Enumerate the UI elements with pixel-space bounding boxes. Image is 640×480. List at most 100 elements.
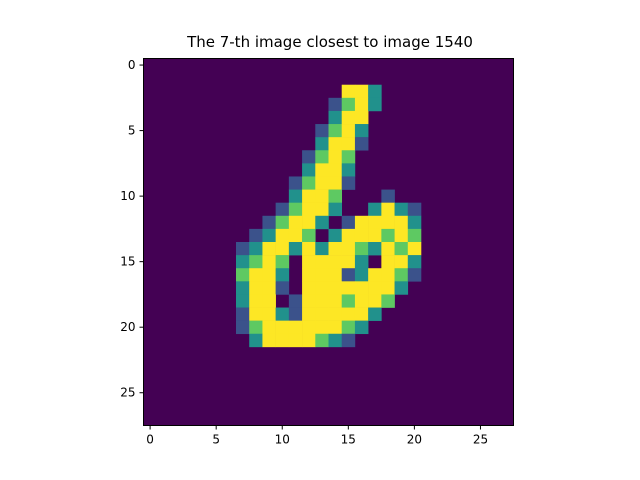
heatmap-cell — [302, 202, 316, 217]
heatmap-cell — [236, 294, 250, 308]
heatmap-cell — [328, 242, 343, 256]
heatmap-cell — [275, 202, 290, 217]
heatmap-cell — [328, 202, 343, 217]
y-tick-label: 15 — [120, 255, 135, 269]
heatmap-cell — [394, 242, 409, 256]
y-tick-label: 10 — [120, 189, 135, 203]
heatmap-cell — [288, 189, 303, 203]
heatmap-cell — [341, 281, 356, 295]
heatmap-cell — [341, 333, 356, 348]
heatmap-cell — [315, 268, 329, 282]
heatmap-cell — [381, 268, 395, 282]
x-tick-label: 25 — [473, 433, 488, 447]
heatmap-cell — [328, 307, 343, 321]
heatmap-cell — [381, 202, 395, 217]
heatmap-cell — [315, 150, 329, 164]
heatmap-cell — [354, 320, 369, 335]
heatmap-cell — [354, 268, 369, 282]
heatmap-cell — [288, 307, 303, 321]
heatmap-cell — [288, 228, 303, 243]
heatmap-cell — [236, 255, 250, 269]
heatmap-cell — [302, 268, 316, 282]
heatmap-cell — [315, 137, 329, 151]
y-tick-label: 25 — [120, 386, 135, 400]
x-axis: 0 5 10 15 20 25 — [146, 425, 488, 447]
heatmap-cell — [381, 242, 395, 256]
heatmap-cell — [288, 242, 303, 256]
heatmap-cell — [394, 215, 409, 230]
heatmap-cell — [288, 333, 303, 348]
heatmap-cell — [328, 320, 343, 335]
heatmap-cell — [249, 281, 263, 295]
heatmap-cell — [302, 242, 316, 256]
heatmap-cell — [354, 242, 369, 256]
heatmap-cell — [302, 189, 316, 203]
heatmap-cell — [407, 228, 422, 243]
heatmap-cell — [341, 255, 356, 269]
heatmap-cell — [315, 189, 329, 203]
heatmap-cell — [328, 137, 343, 151]
heatmap-cell — [381, 255, 395, 269]
heatmap-cell — [262, 268, 276, 282]
heatmap-cell — [288, 202, 303, 217]
heatmap-cell — [394, 202, 409, 217]
heatmap-cell — [262, 215, 276, 230]
heatmap-cell — [368, 202, 382, 217]
heatmap-cell — [315, 320, 329, 335]
heatmap-cell — [354, 255, 369, 269]
heatmap-cell — [407, 215, 422, 230]
heatmap-cell — [368, 84, 382, 99]
heatmap-cell — [328, 110, 343, 125]
heatmap-cell — [275, 242, 290, 256]
heatmap-cell — [394, 228, 409, 243]
heatmap-cell — [262, 320, 276, 335]
heatmap-cell — [288, 294, 303, 308]
heatmap-cell — [288, 215, 303, 230]
heatmap-cell — [328, 333, 343, 348]
heatmap-cell — [354, 228, 369, 243]
heatmap-cell — [315, 163, 329, 177]
heatmap-cell — [354, 137, 369, 151]
heatmap-cell — [275, 255, 290, 269]
heatmap-cell — [328, 97, 343, 112]
heatmap-cell — [249, 228, 263, 243]
heatmap-cell — [381, 294, 395, 308]
heatmap-cell — [341, 307, 356, 321]
y-tick-label: 5 — [128, 124, 136, 138]
heatmap-cell — [302, 307, 316, 321]
heatmap-cell — [302, 176, 316, 190]
heatmap-cell — [407, 202, 422, 217]
heatmap-cell — [354, 97, 369, 112]
heatmap-cell — [341, 150, 356, 164]
heatmap-cell — [249, 242, 263, 256]
heatmap-cell — [236, 307, 250, 321]
heatmap-cell — [315, 124, 329, 138]
heatmap-cell — [368, 281, 382, 295]
heatmap-cell — [341, 215, 356, 230]
heatmap-cell — [394, 255, 409, 269]
heatmap-cell — [354, 281, 369, 295]
axes-frame — [143, 58, 514, 426]
heatmap-cell — [262, 333, 276, 348]
heatmap-cell — [328, 189, 343, 203]
heatmap-cell — [288, 176, 303, 190]
heatmap-cell — [354, 84, 369, 99]
heatmap-cell — [341, 294, 356, 308]
heatmap-cell — [407, 255, 422, 269]
heatmap-cell — [302, 163, 316, 177]
heatmap-cell — [302, 281, 316, 295]
heatmap-cell — [354, 124, 369, 138]
heatmap-cell — [236, 281, 250, 295]
heatmap-cell — [328, 294, 343, 308]
heatmap-cell — [368, 268, 382, 282]
heatmap-cell — [407, 268, 422, 282]
heatmap-cell — [315, 281, 329, 295]
heatmap-cell — [341, 176, 356, 190]
heatmap-cell — [275, 320, 290, 335]
heatmap-cell — [236, 242, 250, 256]
heatmap-cell — [394, 281, 409, 295]
heatmap-cell — [341, 137, 356, 151]
heatmap-cell — [328, 281, 343, 295]
heatmap-cell — [315, 242, 329, 256]
heatmap-cell — [236, 320, 250, 335]
